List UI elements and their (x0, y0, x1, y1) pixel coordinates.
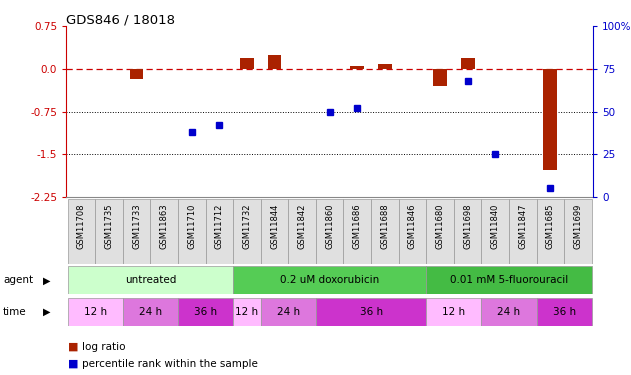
Text: GSM11732: GSM11732 (242, 203, 251, 249)
Text: GDS846 / 18018: GDS846 / 18018 (66, 13, 175, 26)
Bar (564, 199, 592, 264)
Text: GSM11698: GSM11698 (463, 203, 472, 249)
Text: GSM11860: GSM11860 (325, 203, 334, 249)
Bar (427, 298, 481, 326)
Bar (481, 298, 536, 326)
Bar (399, 199, 427, 264)
Bar (68, 199, 95, 264)
Text: GSM11712: GSM11712 (215, 203, 224, 249)
Text: 12 h: 12 h (235, 307, 259, 317)
Bar (95, 199, 123, 264)
Text: GSM11710: GSM11710 (187, 203, 196, 249)
Bar (454, 199, 481, 264)
Bar (350, 66, 364, 69)
Text: 12 h: 12 h (442, 307, 466, 317)
Text: GSM11844: GSM11844 (270, 203, 279, 249)
Bar (150, 199, 178, 264)
Text: ■: ■ (68, 359, 78, 369)
Bar (343, 199, 371, 264)
Text: 0.2 uM doxorubicin: 0.2 uM doxorubicin (280, 275, 379, 285)
Text: time: time (3, 307, 27, 317)
Bar (68, 266, 233, 294)
Bar (240, 57, 254, 69)
Text: agent: agent (3, 275, 33, 285)
Text: GSM11733: GSM11733 (132, 203, 141, 249)
Bar (261, 298, 316, 326)
Bar (427, 266, 592, 294)
Text: GSM11735: GSM11735 (105, 203, 114, 249)
Bar (316, 199, 343, 264)
Text: GSM11708: GSM11708 (77, 203, 86, 249)
Bar (233, 298, 261, 326)
Bar (316, 298, 427, 326)
Bar (433, 69, 447, 86)
Text: GSM11842: GSM11842 (298, 203, 307, 249)
Bar (68, 298, 123, 326)
Bar (288, 199, 316, 264)
Bar (233, 266, 427, 294)
Text: 24 h: 24 h (139, 307, 162, 317)
Text: percentile rank within the sample: percentile rank within the sample (82, 359, 258, 369)
Bar (123, 298, 178, 326)
Bar (268, 55, 281, 69)
Bar (178, 199, 206, 264)
Text: ■: ■ (68, 342, 78, 352)
Bar (371, 199, 399, 264)
Text: GSM11840: GSM11840 (491, 203, 500, 249)
Text: 36 h: 36 h (194, 307, 217, 317)
Bar (536, 199, 564, 264)
Bar (543, 69, 557, 170)
Bar (130, 69, 143, 79)
Bar (536, 298, 592, 326)
Bar (481, 199, 509, 264)
Text: 0.01 mM 5-fluorouracil: 0.01 mM 5-fluorouracil (450, 275, 568, 285)
Bar (233, 199, 261, 264)
Bar (261, 199, 288, 264)
Text: GSM11847: GSM11847 (518, 203, 528, 249)
Bar (378, 64, 392, 69)
Bar (178, 298, 233, 326)
Text: 12 h: 12 h (84, 307, 107, 317)
Text: GSM11699: GSM11699 (574, 203, 582, 249)
Text: GSM11680: GSM11680 (435, 203, 445, 249)
Bar (461, 57, 475, 69)
Text: 24 h: 24 h (277, 307, 300, 317)
Bar (206, 199, 233, 264)
Text: 36 h: 36 h (360, 307, 382, 317)
Text: 36 h: 36 h (553, 307, 575, 317)
Text: ▶: ▶ (43, 307, 50, 317)
Text: GSM11686: GSM11686 (353, 203, 362, 249)
Text: GSM11863: GSM11863 (160, 203, 168, 249)
Text: log ratio: log ratio (82, 342, 126, 352)
Text: GSM11846: GSM11846 (408, 203, 417, 249)
Bar (509, 199, 536, 264)
Text: GSM11685: GSM11685 (546, 203, 555, 249)
Text: ▶: ▶ (43, 275, 50, 285)
Text: GSM11688: GSM11688 (380, 203, 389, 249)
Text: untreated: untreated (125, 275, 176, 285)
Bar (427, 199, 454, 264)
Text: 24 h: 24 h (497, 307, 521, 317)
Bar (123, 199, 150, 264)
